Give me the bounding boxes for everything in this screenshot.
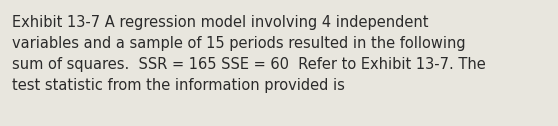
Text: Exhibit 13-7 A regression model involving 4 independent
variables and a sample o: Exhibit 13-7 A regression model involvin… (12, 15, 486, 93)
